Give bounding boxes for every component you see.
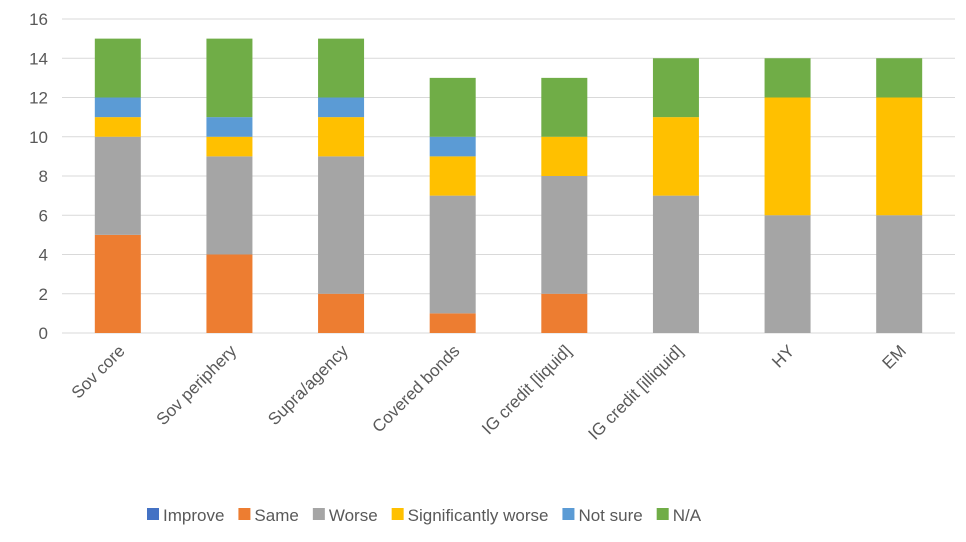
bar-segment (206, 254, 253, 333)
bar-segment (764, 97, 811, 216)
y-tick-label: 4 (39, 246, 48, 265)
bar-segment (429, 195, 476, 314)
y-tick-label: 0 (39, 324, 48, 343)
y-tick-label: 8 (39, 167, 48, 186)
x-tick-label: IG credit [illiquid] (584, 341, 686, 443)
bar-segment (206, 38, 253, 118)
bar-segment (94, 117, 141, 137)
legend-label: Same (254, 506, 298, 525)
legend-swatch (656, 508, 669, 520)
legend-label: Improve (163, 506, 224, 525)
legend-label: Worse (329, 506, 378, 525)
y-tick-label: 14 (29, 49, 48, 68)
x-tick-label: EM (879, 341, 910, 372)
bar-segment (206, 156, 253, 255)
bar-segment (652, 195, 699, 333)
bar-segment (94, 38, 141, 98)
bar-segment (94, 97, 141, 118)
bar-segment (429, 136, 476, 157)
bar-segment (876, 97, 923, 216)
bar-segment (876, 58, 923, 98)
bar-segment (652, 58, 699, 118)
legend-swatch (562, 508, 575, 520)
bar-segment (318, 293, 365, 333)
y-tick-label: 10 (29, 128, 48, 147)
bar-segment (429, 156, 476, 196)
legend-label: Not sure (578, 506, 642, 525)
bar-segment (429, 77, 476, 137)
legend-swatch (238, 508, 251, 520)
x-tick-label: Sov periphery (153, 341, 241, 429)
bar-segment (318, 97, 365, 118)
y-tick-label: 16 (29, 10, 48, 29)
bar-segment (652, 117, 699, 196)
y-tick-label: 12 (29, 89, 48, 108)
legend-swatch (391, 508, 404, 520)
bar-segment (318, 156, 365, 294)
x-tick-label: Sov core (68, 341, 129, 402)
gridlines (62, 18, 955, 334)
bar-segment (541, 176, 588, 294)
legend-swatch (312, 508, 325, 520)
y-axis-ticks: 0 2 4 6 8 10 12 14 16 (29, 10, 48, 343)
bar-segment (764, 58, 811, 98)
y-tick-label: 6 (39, 206, 48, 225)
bar-segment (541, 136, 588, 176)
bar-segment (94, 136, 141, 235)
legend-swatch (147, 508, 159, 520)
y-tick-label: 2 (39, 285, 48, 304)
legend-label: Significantly worse (408, 506, 549, 525)
bar-segment (206, 136, 253, 157)
bar-segment (318, 38, 365, 98)
bar-segment (541, 77, 588, 137)
legend: Improve Same Worse Significantly worse Not s… (147, 506, 702, 525)
x-tick-label: Covered bonds (369, 341, 464, 436)
bar-segment (876, 215, 923, 333)
bar-segment (541, 293, 588, 333)
legend-label: N/A (673, 506, 702, 525)
bar-segment (318, 117, 365, 157)
x-tick-label: HY (768, 341, 798, 371)
bar-segment (206, 117, 253, 137)
bar-segment (764, 215, 811, 333)
x-axis-ticks: Sov core Sov periphery Supra/agency Covered… (68, 341, 910, 444)
bar-segment (429, 313, 476, 333)
bars (94, 38, 923, 333)
x-tick-label: IG credit [liquid] (478, 341, 575, 438)
bar-segment (94, 234, 141, 333)
x-tick-label: Supra/agency (264, 341, 352, 429)
